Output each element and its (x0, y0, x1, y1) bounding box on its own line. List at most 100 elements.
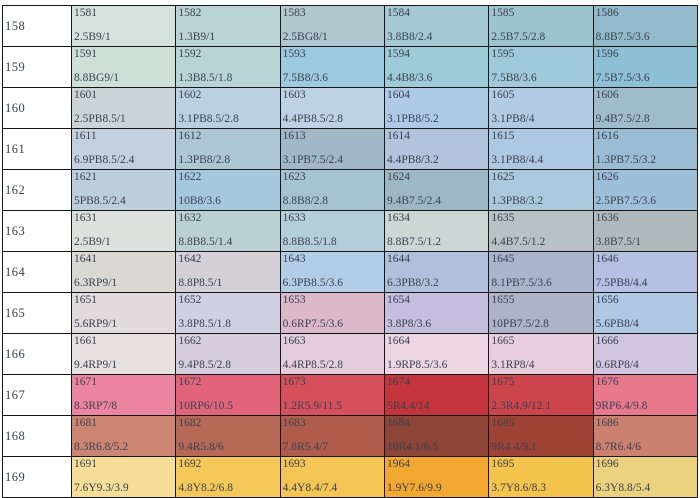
color-cell: 1634 8.8B7.5/1.2 (383, 210, 490, 252)
color-cell: 1691 7.6Y9.3/3.9 (70, 456, 177, 498)
munsell-notation: 4.4B7.5/1.2 (491, 236, 546, 248)
color-code: 1601 (74, 89, 97, 101)
munsell-notation: 3.1PB8/4 (491, 113, 535, 125)
color-cell: 1964 1.9Y7.6/9.9 (383, 456, 490, 498)
color-cell: 1595 7.5B8/3.6 (488, 46, 594, 88)
color-cell: 1584 3.8B8/2.4 (383, 5, 490, 47)
color-cell: 1594 4.4B8/3.6 (383, 46, 490, 88)
munsell-notation: 2.5B9/1 (74, 31, 111, 43)
color-cell-content: 1601 2.5PB8.5/1 (73, 89, 175, 128)
munsell-notation: 5.6RP9/1 (74, 318, 118, 330)
color-code: 1682 (178, 417, 202, 429)
table-row: 158 1581 2.5B9/1 1582 1.3B9/1 1583 2.5BG8/1 158… (2, 5, 699, 47)
color-cell-content: 1613 3.1PB7.5/2.4 (281, 130, 383, 169)
munsell-notation: 3.1PB8/5.2 (386, 113, 439, 125)
color-cell: 1623 8.8B8/2.8 (279, 169, 385, 211)
munsell-notation: 4.4B8/3.6 (386, 72, 433, 84)
munsell-notation: 9.4RP9/1 (74, 359, 118, 371)
row-label: 167 (2, 374, 72, 416)
color-cell: 1665 3.1RP8/4 (488, 333, 594, 375)
munsell-notation: 3.1RP8/4 (491, 359, 535, 371)
color-code: 1585 (491, 7, 515, 19)
color-cell: 1581 2.5B9/1 (70, 5, 177, 47)
color-cell: 1661 9.4RP9/1 (70, 333, 177, 375)
color-code: 1672 (178, 376, 202, 388)
color-code: 1581 (74, 7, 97, 19)
munsell-notation: 0.6RP8/4 (595, 359, 639, 371)
table-row: 165 1651 5.6RP9/1 1652 3.8P8.5/1.8 1653 0.6RP7… (2, 292, 699, 334)
color-cell: 1674 5R4.4/14 (383, 374, 490, 416)
color-cell-content: 1616 1.3PB7.5/3.2 (594, 130, 696, 169)
color-cell: 1663 4.4RP8.5/2.8 (279, 333, 385, 375)
color-cell-content: 1661 9.4RP9/1 (73, 335, 175, 374)
munsell-notation: 1.9RP8.5/3.6 (386, 359, 448, 371)
munsell-notation: 9RP6.4/9.8 (595, 400, 648, 412)
color-code: 1661 (74, 335, 97, 347)
color-cell: 1646 7.5PB8/4.4 (592, 251, 699, 293)
color-code: 1663 (282, 335, 306, 347)
color-cell: 1681 8.3R6.8/5.2 (70, 415, 177, 457)
color-cell-content: 1602 3.1PB8.5/2.8 (177, 89, 279, 128)
color-code: 1615 (491, 130, 515, 142)
munsell-notation: 1.3PB8/2.8 (178, 154, 231, 166)
munsell-notation: 8.1PB7.5/3.6 (491, 277, 552, 289)
munsell-notation: 6.9PB8.5/2.4 (74, 154, 135, 166)
munsell-notation: 4.4PB8.5/2.8 (282, 113, 344, 125)
color-cell: 1673 1.2R5.9/11.5 (279, 374, 385, 416)
color-cell: 1693 4.4Y8.4/7.4 (279, 456, 385, 498)
munsell-notation: 6.3PB8/3.2 (386, 277, 439, 289)
color-cell: 1611 6.9PB8.5/2.4 (70, 128, 177, 170)
color-cell-content: 1593 7.5B8/3.6 (281, 48, 383, 87)
color-code: 1602 (178, 89, 202, 101)
color-cell: 1616 1.3PB7.5/3.2 (592, 128, 699, 170)
color-cell: 1645 8.1PB7.5/3.6 (488, 251, 594, 293)
color-cell-content: 1655 10PB7.5/2.8 (490, 294, 592, 333)
color-cell: 1632 8.8B8.5/1.4 (175, 210, 281, 252)
color-cell: 1684 10R4.1/6.5 (383, 415, 490, 457)
color-cell-content: 1626 2.5PB7.5/3.6 (594, 171, 696, 210)
color-code: 1645 (491, 253, 515, 265)
color-cell: 1612 1.3PB8/2.8 (175, 128, 281, 170)
color-code: 1691 (74, 458, 97, 470)
color-cell-content: 1596 7.5B7.5/3.6 (594, 48, 696, 87)
color-cell: 1696 6.3Y8.8/5.4 (592, 456, 699, 498)
table-row: 164 1641 6.3RP9/1 1642 8.8P8.5/1 1643 6.3PB8.5… (2, 251, 699, 293)
munsell-notation: 2.5PB7.5/3.6 (595, 195, 657, 207)
munsell-notation: 2.5B9/1 (74, 236, 111, 248)
color-code: 1641 (74, 253, 97, 265)
color-cell-content: 1605 3.1PB8/4 (490, 89, 592, 128)
munsell-notation: 5R4.4/14 (386, 400, 430, 412)
munsell-notation: 8.8B7.5/3.6 (595, 31, 650, 43)
color-code: 1673 (282, 376, 306, 388)
color-code: 1611 (74, 130, 97, 142)
row-label: 162 (2, 169, 72, 211)
color-code: 1592 (178, 48, 202, 60)
color-cell-content: 1591 8.8BG9/1 (73, 48, 175, 87)
munsell-notation: 2.5B7.5/2.8 (491, 31, 546, 43)
color-cell-content: 1654 3.8P8/3.6 (385, 294, 487, 333)
color-cell-content: 1606 9.4B7.5/2.8 (594, 89, 696, 128)
munsell-notation: 7.6Y9.3/3.9 (74, 482, 129, 494)
color-cell-content: 1666 0.6RP8/4 (594, 335, 696, 374)
color-code: 1964 (386, 458, 410, 470)
color-code: 1634 (386, 212, 410, 224)
color-code: 1651 (74, 294, 97, 306)
table-row: 169 1691 7.6Y9.3/3.9 1692 4.8Y8.2/6.8 1693 4.4… (2, 456, 699, 498)
munsell-notation: 0.6RP7.5/3.6 (282, 318, 344, 330)
color-code: 1606 (595, 89, 619, 101)
munsell-notation: 8.8B8.5/1.4 (178, 236, 233, 248)
color-cell-content: 1583 2.5BG8/1 (281, 7, 383, 46)
munsell-notation: 7.5B8/3.6 (282, 72, 329, 84)
color-cell-content: 1674 5R4.4/14 (385, 376, 487, 415)
munsell-notation: 8.8P8.5/1 (178, 277, 223, 289)
color-code: 1635 (491, 212, 515, 224)
color-cell-content: 1615 3.1PB8/4.4 (490, 130, 592, 169)
color-cell-content: 1623 8.8B8/2.8 (281, 171, 383, 210)
color-code: 1695 (491, 458, 515, 470)
color-code: 1593 (282, 48, 306, 60)
munsell-notation: 1.2R5.9/11.5 (282, 400, 342, 412)
color-cell: 1602 3.1PB8.5/2.8 (175, 87, 281, 129)
munsell-notation: 10B8/3.6 (178, 195, 221, 207)
color-cell-content: 1585 2.5B7.5/2.8 (490, 7, 592, 46)
color-cell-content: 1681 8.3R6.8/5.2 (73, 417, 175, 456)
